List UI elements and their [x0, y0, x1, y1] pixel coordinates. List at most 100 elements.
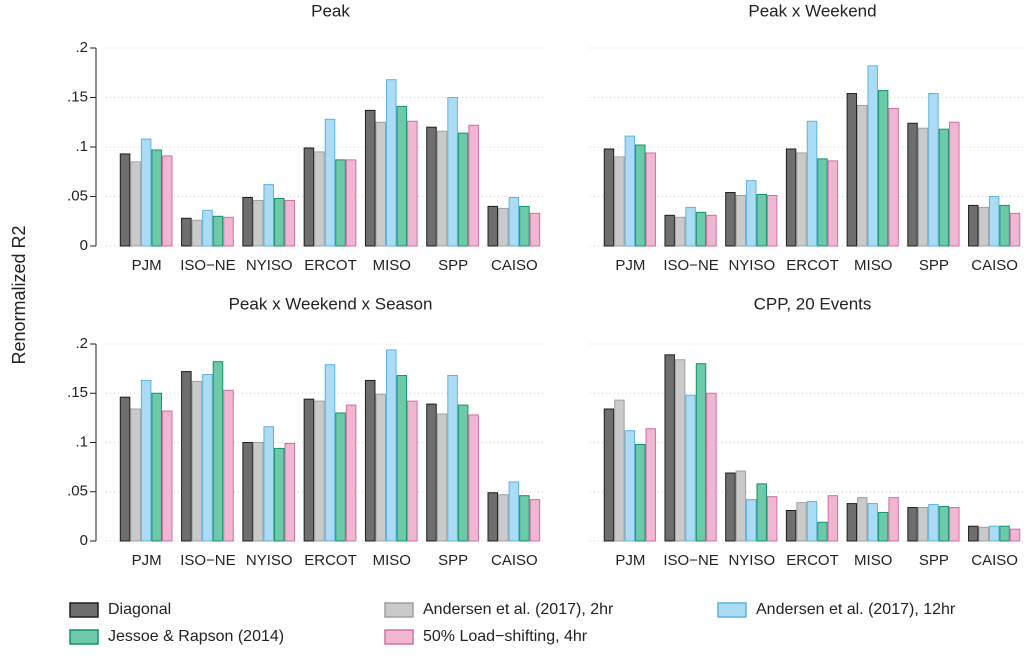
bar	[151, 392, 162, 542]
y-axis-label: Renormalized R2	[9, 225, 29, 364]
bar	[252, 442, 264, 542]
bar	[806, 120, 818, 247]
legend-label: Jessoe & Rapson (2014)	[108, 628, 284, 645]
bar	[407, 120, 418, 247]
x-tick-label: ISO−NE	[663, 552, 718, 569]
bar	[603, 148, 615, 247]
bar	[407, 400, 418, 542]
bar	[685, 394, 696, 542]
bar	[968, 525, 979, 542]
bar	[508, 481, 520, 542]
bar	[314, 400, 325, 542]
bar	[614, 399, 625, 542]
bar	[928, 504, 939, 542]
bar	[938, 128, 950, 247]
x-tick-label: PJM	[615, 552, 645, 569]
bar	[635, 443, 646, 542]
bar	[645, 152, 656, 247]
bar	[978, 526, 989, 542]
bar	[375, 393, 387, 542]
bar	[303, 398, 315, 542]
bar	[345, 404, 357, 542]
bar	[645, 428, 656, 542]
bar	[161, 155, 173, 247]
x-tick-label: NYISO	[246, 257, 293, 274]
x-tick-label: ISO−NE	[180, 257, 235, 274]
bar	[303, 147, 315, 247]
bar	[364, 109, 376, 247]
bar	[364, 379, 376, 542]
legend-label: Andersen et al. (2017), 12hr	[756, 601, 956, 618]
legend-label: Diagonal	[108, 601, 171, 618]
x-tick-label: ISO−NE	[180, 552, 235, 569]
x-tick-label: SPP	[919, 257, 949, 274]
bar	[978, 206, 989, 247]
bar	[949, 507, 960, 542]
bar	[999, 525, 1010, 542]
bar	[436, 413, 448, 542]
bar	[706, 392, 717, 542]
bar	[735, 470, 747, 542]
bar	[529, 499, 541, 542]
x-tick-label: SPP	[919, 552, 949, 569]
x-tick-label: ERCOT	[786, 552, 839, 569]
bar	[119, 153, 131, 247]
bar	[766, 195, 778, 247]
x-tick-label: PJM	[615, 257, 645, 274]
bar	[284, 442, 296, 542]
x-tick-label: NYISO	[728, 257, 775, 274]
x-tick-label: MISO	[854, 257, 892, 274]
x-tick-label: ERCOT	[304, 552, 357, 569]
legend-swatch	[384, 629, 414, 645]
bar	[1009, 212, 1021, 247]
bar	[938, 506, 950, 542]
bar	[191, 219, 203, 247]
bar	[685, 206, 696, 247]
x-tick-label: NYISO	[728, 552, 775, 569]
bar	[806, 501, 818, 542]
bar	[907, 507, 918, 542]
legend-label: Andersen et al. (2017), 2hr	[423, 601, 614, 618]
bar	[212, 215, 224, 247]
y-tick-label: .2	[75, 39, 88, 56]
bar	[324, 118, 336, 247]
bar	[181, 217, 192, 247]
bar	[130, 408, 141, 542]
bar	[212, 361, 224, 542]
bar	[624, 135, 636, 247]
bar	[603, 408, 615, 542]
bar	[447, 375, 458, 542]
bar	[130, 161, 141, 247]
bar	[223, 216, 234, 247]
bar	[624, 430, 636, 542]
bar	[161, 410, 173, 542]
bar	[263, 426, 274, 542]
bar	[988, 196, 1000, 247]
bar	[664, 354, 675, 542]
bar	[877, 90, 889, 247]
bar	[706, 214, 717, 247]
bar	[345, 159, 357, 247]
bar	[827, 495, 839, 542]
bar	[756, 194, 767, 247]
x-tick-label: SPP	[438, 257, 468, 274]
y-tick-label: .1	[75, 138, 88, 155]
bar	[857, 104, 868, 247]
y-tick-label: .15	[67, 384, 88, 401]
bar	[335, 159, 346, 247]
bar	[635, 144, 646, 247]
bar	[252, 199, 264, 247]
bar	[857, 497, 868, 542]
bar	[999, 204, 1010, 247]
bar	[827, 160, 839, 247]
bar	[396, 105, 408, 247]
bar	[674, 359, 686, 542]
bar	[223, 389, 234, 542]
bar	[426, 403, 437, 542]
y-tick-label: .05	[67, 483, 88, 500]
x-tick-label: ERCOT	[304, 257, 357, 274]
y-tick-label: 0	[80, 237, 88, 254]
bar	[457, 404, 469, 542]
bar	[426, 126, 437, 247]
